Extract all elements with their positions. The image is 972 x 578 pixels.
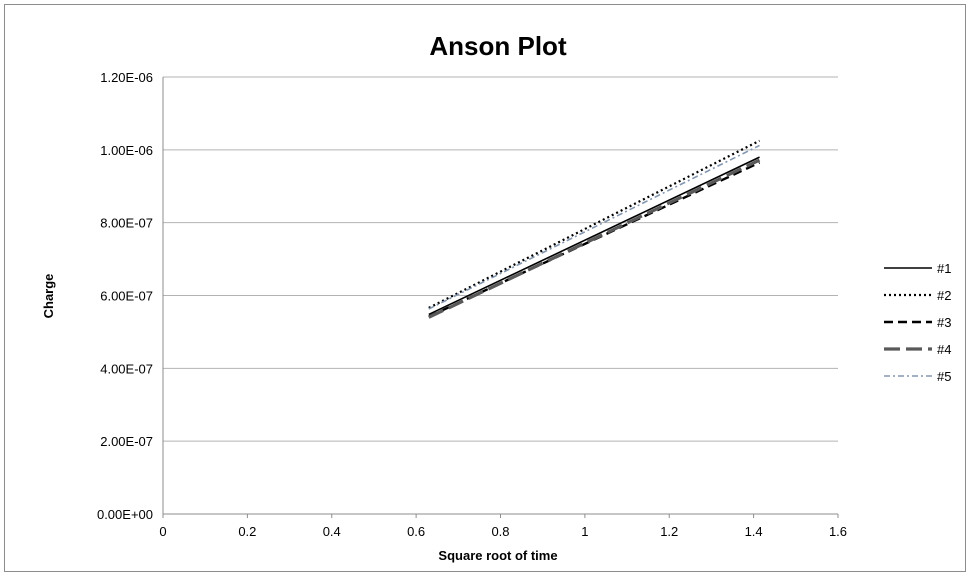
y-tick-label: 6.00E-07 [100, 289, 153, 304]
x-tick-label: 0.2 [238, 524, 256, 539]
series-line-1 [428, 156, 760, 316]
x-tick-label: 1.4 [745, 524, 763, 539]
y-axis-label: Charge [41, 274, 56, 319]
series-line-5 [428, 144, 760, 310]
chart-title: Anson Plot [429, 31, 567, 61]
y-tick-label: 4.00E-07 [100, 361, 153, 376]
x-tick-label: 1.2 [660, 524, 678, 539]
y-tick-label: 8.00E-07 [100, 216, 153, 231]
legend: #1 #2 #3 #4 #5 [884, 261, 951, 384]
y-tick-label: 1.00E-06 [100, 143, 153, 158]
series-line-2 [428, 139, 761, 309]
x-tick-label: 0.6 [407, 524, 425, 539]
axes [162, 77, 839, 518]
x-tick-label: 0 [159, 524, 166, 539]
x-tick-label: 1.6 [829, 524, 847, 539]
x-tick-label: 0.4 [323, 524, 341, 539]
series-line-4 [428, 158, 761, 319]
y-tick-label: 2.00E-07 [100, 434, 153, 449]
x-tick-label: 1 [581, 524, 588, 539]
legend-label-2: #2 [937, 288, 951, 303]
gridlines [163, 76, 838, 442]
x-axis-label: Square root of time [438, 548, 557, 563]
y-tick-label: 0.00E+00 [97, 507, 153, 522]
legend-label-4: #4 [937, 342, 951, 357]
legend-label-3: #3 [937, 315, 951, 330]
legend-label-1: #1 [937, 261, 951, 276]
tick-labels: 0.00E+00 2.00E-07 4.00E-07 6.00E-07 8.00E-07… [97, 70, 847, 539]
x-tick-label: 0.8 [491, 524, 509, 539]
series-lines [428, 139, 761, 319]
legend-label-5: #5 [937, 369, 951, 384]
y-tick-label: 1.20E-06 [100, 70, 153, 85]
